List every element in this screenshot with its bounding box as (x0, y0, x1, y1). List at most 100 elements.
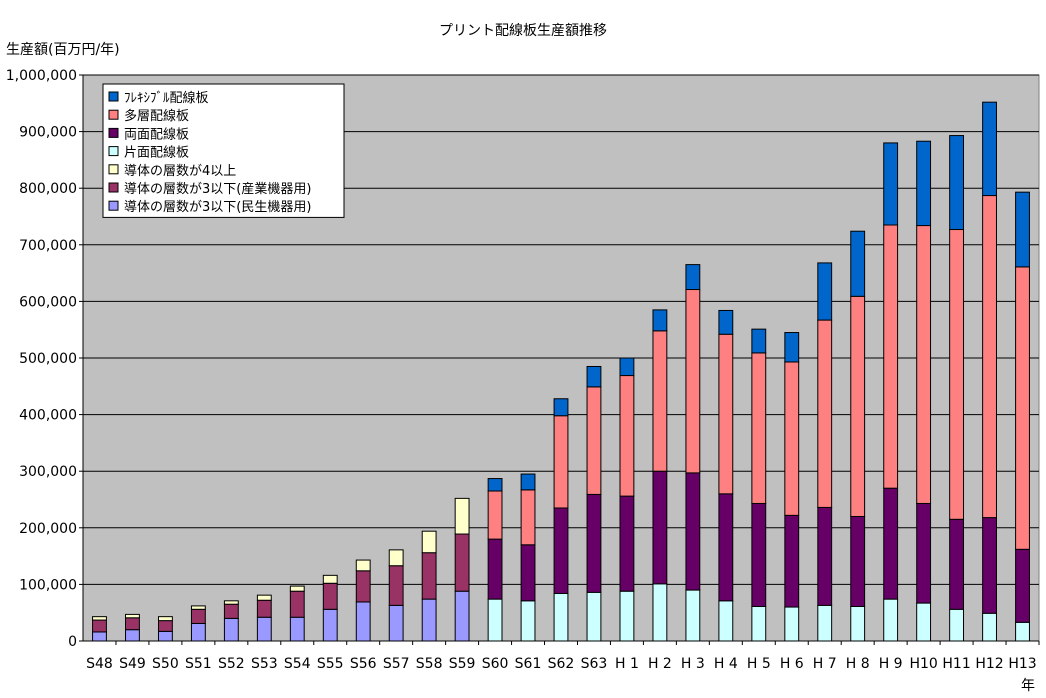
x-tick-label: S50 (152, 656, 179, 672)
legend: ﾌﾚｷｼﾌﾞﾙ配線板多層配線板両面配線板片面配線板導体の層数が4以上導体の層数が… (102, 83, 345, 218)
bar-segment (652, 470, 668, 585)
legend-swatch (108, 182, 119, 193)
bar-segment (125, 629, 140, 642)
bar-segment (586, 591, 602, 642)
bar-segment (256, 594, 272, 601)
bar-segment (751, 605, 767, 642)
x-tick-label: H 3 (681, 656, 705, 672)
x-tick-label: H 1 (615, 656, 639, 672)
x-tick-label: H10 (909, 656, 937, 672)
x-tick-label: S49 (119, 656, 146, 672)
legend-label: 両面配線板 (124, 126, 189, 142)
bar-segment (817, 506, 833, 606)
x-tick-label: S59 (449, 656, 476, 672)
bar-segment (520, 473, 536, 491)
x-tick-label: S51 (185, 656, 212, 672)
bar-segment (487, 598, 503, 642)
bar-segment (1015, 621, 1030, 642)
bar-segment (619, 375, 635, 497)
x-axis-ticks: S48 S49 S50 S51 S52 S53 S54 S55 S56 S57 S58 S59 S60 S… (86, 641, 1040, 672)
bar-segment (982, 101, 997, 197)
bars (92, 101, 1030, 642)
bar-segment (916, 225, 932, 504)
x-tick-label: H 7 (813, 656, 837, 672)
bar-segment (883, 142, 899, 226)
bar-segment (157, 630, 173, 642)
bar-segment (883, 224, 899, 489)
bar-segment (92, 631, 107, 642)
x-tick-label: S61 (515, 656, 542, 672)
x-tick-label: S60 (482, 656, 509, 672)
legend-swatch (108, 109, 119, 120)
x-tick-label: S62 (548, 656, 575, 672)
x-tick-label: S63 (581, 656, 608, 672)
bar-segment (619, 357, 635, 377)
bar-segment (652, 309, 668, 332)
bar-segment (421, 598, 437, 642)
bar-segment (685, 589, 701, 642)
bar-segment (883, 598, 899, 642)
x-tick-label: S56 (350, 656, 377, 672)
legend-label: 導体の層数が3以下(産業機器用) (124, 181, 311, 197)
bar-segment (190, 605, 206, 610)
x-tick-label: H 9 (879, 656, 903, 672)
bar-segment (949, 518, 965, 610)
legend-swatch (108, 164, 119, 175)
bar-segment (850, 230, 866, 297)
bar-segment (487, 538, 503, 600)
bar-segment (982, 517, 997, 614)
bar-segment (685, 472, 701, 591)
y-axis-label: 生産額(百万円/年) (6, 42, 120, 58)
bar-segment (553, 398, 569, 417)
bar-segment (850, 605, 866, 642)
bar-segment (850, 515, 866, 607)
x-tick-label: H13 (1008, 656, 1036, 672)
bar-segment (553, 507, 569, 594)
bar-segment (751, 352, 767, 504)
y-tick-label: 1,000,000 (6, 68, 77, 84)
x-tick-label: S54 (284, 656, 311, 672)
bar-segment (289, 616, 305, 642)
bar-segment (586, 386, 602, 495)
bar-segment (355, 559, 371, 572)
x-tick-label: S58 (416, 656, 443, 672)
bar-segment (223, 603, 239, 619)
bar-segment (256, 616, 272, 642)
x-tick-label: H11 (942, 656, 970, 672)
bar-segment (718, 493, 734, 602)
bar-segment (223, 617, 239, 642)
y-tick-label: 200,000 (19, 521, 77, 537)
bar-segment (157, 616, 173, 622)
bar-segment (751, 328, 767, 354)
bar-segment (92, 619, 107, 633)
bar-segment (421, 530, 437, 554)
bar-segment (553, 415, 569, 509)
legend-label: 導体の層数が3以下(民生機器用) (124, 200, 311, 215)
bar-segment (751, 502, 767, 607)
y-tick-label: 900,000 (19, 125, 77, 141)
x-tick-label: H 6 (780, 656, 804, 672)
y-tick-label: 800,000 (19, 181, 77, 197)
x-axis-label: 年 (1021, 678, 1035, 694)
y-tick-label: 400,000 (19, 408, 77, 424)
x-tick-label: S53 (251, 656, 278, 672)
bar-segment (92, 616, 107, 621)
bar-segment (388, 565, 404, 606)
bar-segment (784, 606, 800, 642)
bar-segment (586, 365, 602, 388)
bar-segment (784, 514, 800, 608)
legend-swatch (108, 146, 119, 157)
legend-label: 片面配線板 (124, 145, 189, 161)
bar-segment (619, 495, 635, 592)
bar-segment (388, 549, 404, 567)
bar-segment (982, 195, 997, 519)
legend-label: ﾌﾚｷｼﾌﾞﾙ配線板 (124, 90, 209, 106)
bar-segment (817, 262, 833, 321)
bar-segment (718, 600, 734, 642)
bar-segment (619, 590, 635, 642)
bar-segment (125, 617, 140, 631)
bar-segment (1015, 191, 1030, 268)
bar-segment (289, 585, 305, 592)
bar-segment (454, 497, 470, 535)
bar-segment (1015, 548, 1030, 623)
